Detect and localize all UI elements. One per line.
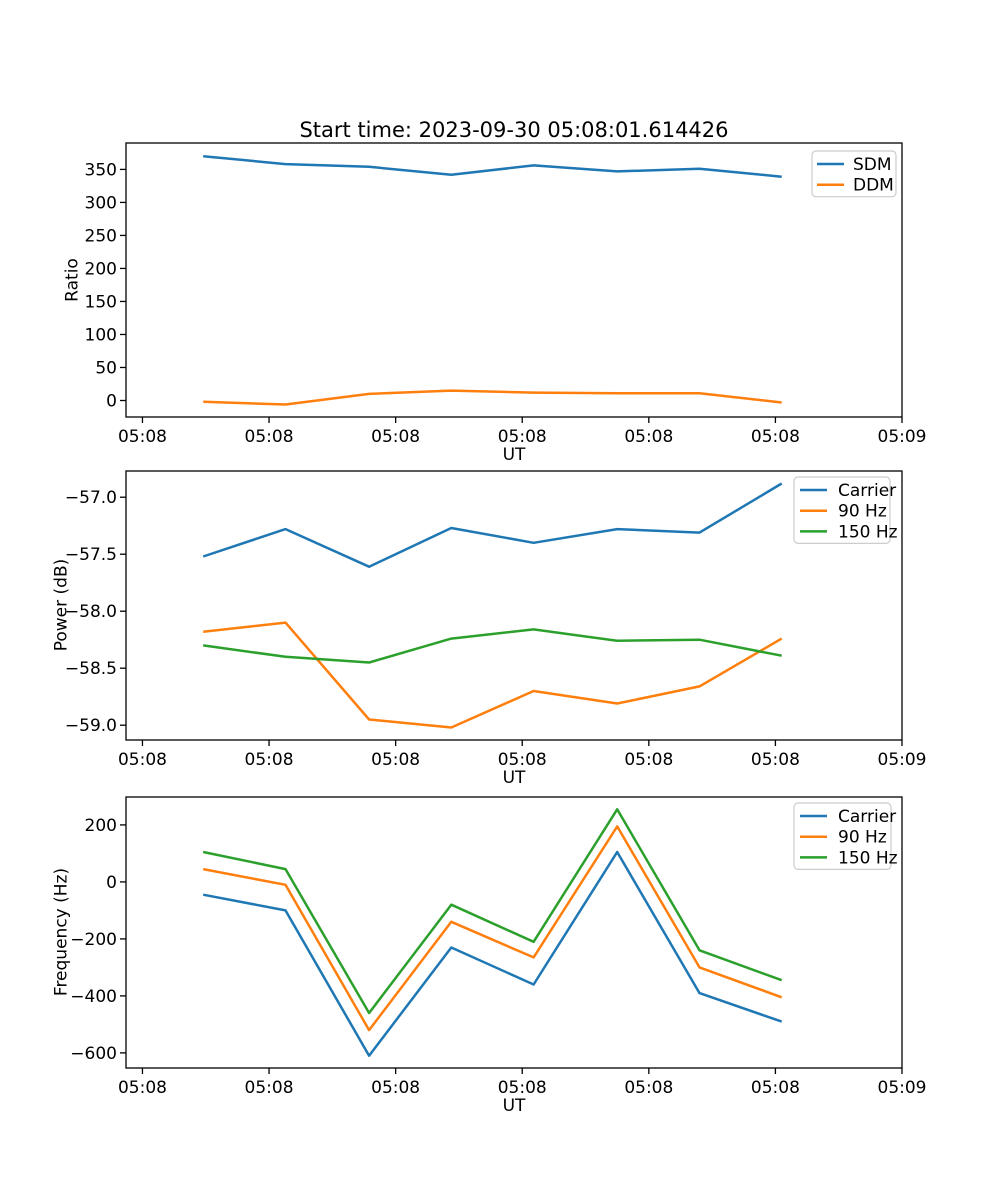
y-tick-label: −57.0 [65, 488, 117, 508]
x-tick-label: 05:08 [245, 1078, 294, 1098]
x-tick-label: 05:08 [498, 750, 547, 770]
y-tick-label: 250 [85, 226, 117, 246]
legend-label: 90 Hz [838, 502, 887, 522]
legend-box [793, 802, 892, 871]
y-tick-label: −57.5 [65, 545, 117, 565]
x-tick-label: 05:08 [118, 427, 167, 447]
y-tick-label: 350 [85, 160, 117, 180]
x-tick-label: 05:08 [624, 750, 673, 770]
legend-label: Carrier [838, 481, 896, 501]
x-tick-label: 05:09 [878, 750, 927, 770]
figure-title: Start time: 2023-09-30 05:08:01.614426 [299, 118, 729, 142]
ratio-axis-label: Ratio [62, 258, 83, 302]
legend-label: 150 Hz [838, 522, 898, 542]
y-tick-label: −600 [70, 1044, 117, 1064]
x-tick-label: 05:08 [751, 750, 800, 770]
series-line-carrier [202, 482, 783, 568]
power-axis-label: Power (dB) [51, 558, 72, 652]
legend-label: 150 Hz [838, 848, 898, 868]
series-line-carrier [202, 850, 783, 1057]
legend-label: SDM [853, 155, 892, 175]
x-tick-label: 05:08 [371, 750, 420, 770]
x-tick-label: 05:08 [751, 427, 800, 447]
legend-box [793, 476, 891, 545]
y-tick-label: 200 [85, 259, 117, 279]
y-tick-label: −59.0 [65, 716, 117, 736]
ut-axis-label-middle: UT [502, 768, 526, 788]
series-line-sdm [203, 154, 782, 178]
frequency-axis-label: Frequency (Hz) [51, 867, 72, 997]
x-tick-label: 05:08 [624, 427, 673, 447]
ut-axis-label-top: UT [502, 445, 526, 465]
y-tick-label: 200 [85, 816, 117, 836]
y-tick-label: 100 [85, 325, 117, 345]
axes-0-frame [125, 142, 903, 418]
legend-label: DDM [853, 176, 894, 196]
x-tick-label: 05:09 [878, 427, 927, 447]
x-tick-label: 05:08 [498, 427, 547, 447]
x-tick-label: 05:08 [751, 1078, 800, 1098]
y-tick-label: −58.5 [65, 659, 117, 679]
series-line-90-hz [203, 621, 783, 729]
series-line-ddm [203, 389, 782, 406]
series-line-90-hz [202, 825, 783, 1032]
x-tick-label: 05:08 [371, 427, 420, 447]
x-tick-label: 05:08 [498, 1078, 547, 1098]
x-tick-label: 05:09 [878, 1078, 927, 1098]
y-tick-label: −400 [70, 987, 117, 1007]
x-tick-label: 05:08 [118, 1078, 167, 1098]
legend-label: Carrier [838, 807, 896, 827]
y-tick-label: 0 [106, 873, 117, 893]
x-tick-label: 05:08 [624, 1078, 673, 1098]
legend-label: 90 Hz [838, 828, 887, 848]
y-tick-label: −200 [70, 930, 117, 950]
y-tick-label: 150 [85, 292, 117, 312]
x-tick-label: 05:08 [118, 750, 167, 770]
series-line-150-hz [202, 808, 783, 1015]
y-tick-label: 50 [95, 358, 117, 378]
y-tick-label: 300 [85, 193, 117, 213]
axes-1-frame [125, 470, 903, 741]
x-tick-label: 05:08 [245, 750, 294, 770]
x-tick-label: 05:08 [245, 427, 294, 447]
axes-2-frame [125, 796, 903, 1069]
series-line-150-hz [203, 628, 782, 664]
y-tick-label: 0 [106, 391, 117, 411]
y-tick-label: −58.0 [65, 602, 117, 622]
x-tick-label: 05:08 [371, 1078, 420, 1098]
ut-axis-label-bottom: UT [502, 1096, 526, 1116]
